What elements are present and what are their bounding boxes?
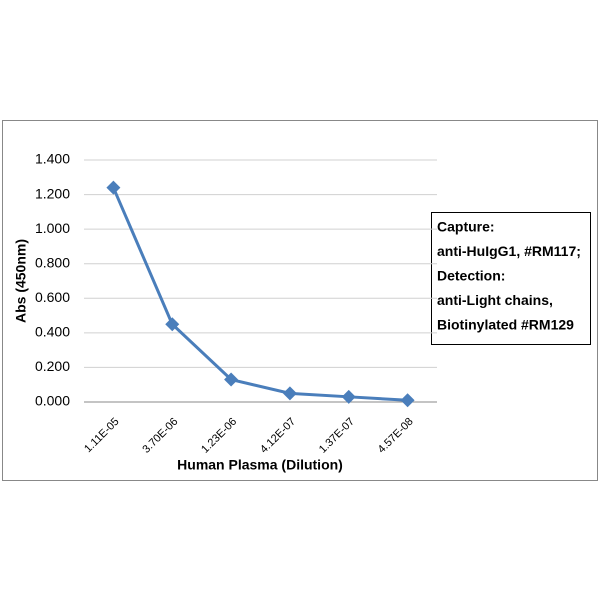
marker	[400, 393, 415, 408]
y-tick-label: 0.600	[35, 289, 70, 305]
y-tick-label: 0.000	[35, 393, 70, 409]
marker	[341, 389, 356, 404]
annotation-line: Capture:	[437, 219, 495, 235]
y-tick-label: 1.400	[35, 151, 70, 167]
y-tick-label: 0.400	[35, 324, 70, 340]
y-tick-label: 0.200	[35, 358, 70, 374]
y-tick-label: 1.200	[35, 185, 70, 201]
marker	[224, 372, 239, 387]
marker	[165, 317, 180, 332]
line	[112, 187, 408, 402]
y-tick-label: 0.800	[35, 254, 70, 270]
x-axis-label: Human Plasma (Dilution)	[177, 457, 343, 473]
annotation-line: anti-Light chains,	[437, 292, 553, 308]
annotation-line: anti-HuIgG1, #RM117;	[437, 243, 581, 259]
annotation-line: Biotinylated #RM129	[437, 317, 574, 333]
marker	[106, 180, 121, 195]
y-tick-label: 1.000	[35, 220, 70, 236]
annotation-box	[431, 212, 591, 345]
y-axis-label: Abs (450nm)	[13, 239, 29, 323]
annotation-line: Detection:	[437, 268, 505, 284]
marker	[282, 386, 297, 401]
